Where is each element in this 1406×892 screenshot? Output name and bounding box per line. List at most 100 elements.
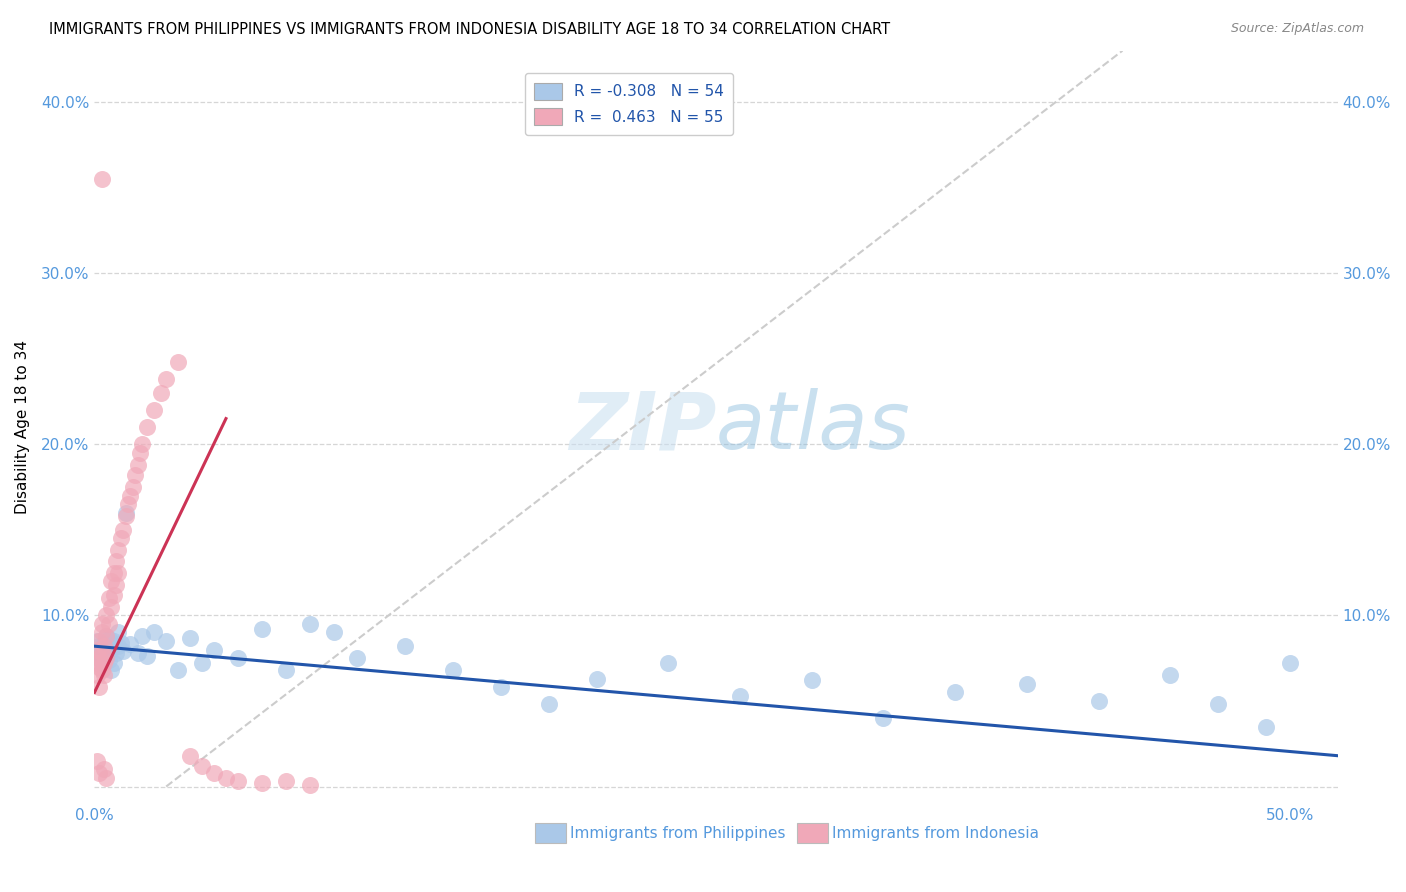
Point [96,608,118,623]
Text: Immigrants from Indonesia: Immigrants from Indonesia [832,826,1039,840]
Point [215,771,238,785]
Point [202,642,225,657]
Point [136,649,159,664]
Point [90,625,112,640]
Point [1206,698,1229,712]
Y-axis label: Disability Age 18 to 34: Disability Age 18 to 34 [15,340,30,514]
Point [104,554,127,568]
Text: atlas: atlas [716,388,911,467]
Point [226,651,249,665]
Point [191,759,214,773]
Point [298,616,321,631]
Point [100,663,122,677]
Point [107,639,129,653]
Point [114,506,136,520]
Point [191,657,214,671]
Point [114,509,136,524]
Point [143,403,166,417]
Point [120,638,142,652]
Point [202,765,225,780]
Point [90,657,112,671]
Point [120,489,142,503]
Point [96,644,118,658]
Point [86,668,108,682]
Point [90,663,112,677]
Point [150,385,173,400]
Point [537,698,560,712]
Point [93,668,115,682]
Point [250,776,273,790]
Point [90,616,112,631]
Point [90,651,112,665]
Point [167,663,190,677]
Point [943,685,966,699]
Point [167,355,190,369]
Point [97,632,120,647]
Point [127,646,149,660]
Point [104,577,127,591]
Point [346,651,368,665]
Point [100,642,122,657]
Point [96,629,118,643]
Point [274,663,297,677]
Point [104,646,127,660]
Point [1278,657,1301,671]
Point [131,629,153,643]
Point [90,642,112,657]
Point [86,754,108,768]
Point [298,778,321,792]
Point [1159,668,1181,682]
Point [127,458,149,472]
Point [89,634,111,648]
Point [89,765,111,780]
Point [86,657,108,671]
Point [136,420,159,434]
Point [1015,677,1038,691]
Point [107,543,129,558]
Point [657,657,679,671]
Point [89,639,111,653]
Point [872,711,894,725]
Point [110,636,132,650]
Point [112,523,135,537]
Point [103,588,125,602]
Point [103,566,125,580]
Point [110,532,132,546]
Text: Immigrants from Philippines: Immigrants from Philippines [571,826,786,840]
Point [1087,694,1109,708]
Point [100,599,122,614]
Point [96,651,118,665]
Text: Source: ZipAtlas.com: Source: ZipAtlas.com [1230,22,1364,36]
Point [112,644,135,658]
Point [97,591,120,606]
Point [96,629,118,643]
Point [274,774,297,789]
Point [121,480,143,494]
Point [93,638,115,652]
Point [179,631,201,645]
Legend: R = -0.308   N = 54, R =  0.463   N = 55: R = -0.308 N = 54, R = 0.463 N = 55 [524,73,733,135]
Point [96,771,118,785]
Point [93,639,115,653]
Point [103,657,125,671]
Point [250,622,273,636]
Point [86,634,108,648]
Point [93,763,115,777]
Point [103,634,125,648]
Point [226,774,249,789]
Point [124,468,146,483]
Point [322,625,344,640]
Point [90,172,112,186]
Point [100,574,122,589]
Point [155,372,177,386]
Point [107,625,129,640]
Point [800,673,823,688]
Point [89,646,111,660]
Point [90,646,112,660]
Point [441,663,464,677]
Point [1254,720,1277,734]
Point [107,566,129,580]
Point [97,653,120,667]
Point [131,437,153,451]
Point [394,639,416,653]
